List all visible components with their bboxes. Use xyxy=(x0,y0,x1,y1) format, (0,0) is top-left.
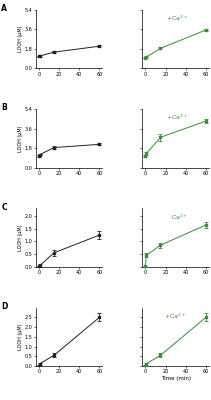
Text: C: C xyxy=(1,202,7,212)
Text: B: B xyxy=(1,103,7,112)
X-axis label: Time (min): Time (min) xyxy=(161,376,191,380)
Y-axis label: LOOH (μM): LOOH (μM) xyxy=(18,125,23,152)
Text: +Ca$^{2+}$: +Ca$^{2+}$ xyxy=(166,13,188,22)
Text: +Ca$^{2+}$: +Ca$^{2+}$ xyxy=(166,112,188,122)
Text: Ca$^{2+}$: Ca$^{2+}$ xyxy=(170,212,188,222)
Y-axis label: LOOH (μM): LOOH (μM) xyxy=(18,324,23,350)
Y-axis label: LOOH (μM): LOOH (μM) xyxy=(18,26,23,52)
Text: D: D xyxy=(1,302,8,311)
Text: +Ca$^{2+}$: +Ca$^{2+}$ xyxy=(164,312,186,321)
Y-axis label: LOOH (μM): LOOH (μM) xyxy=(18,224,23,251)
Text: A: A xyxy=(1,4,7,13)
